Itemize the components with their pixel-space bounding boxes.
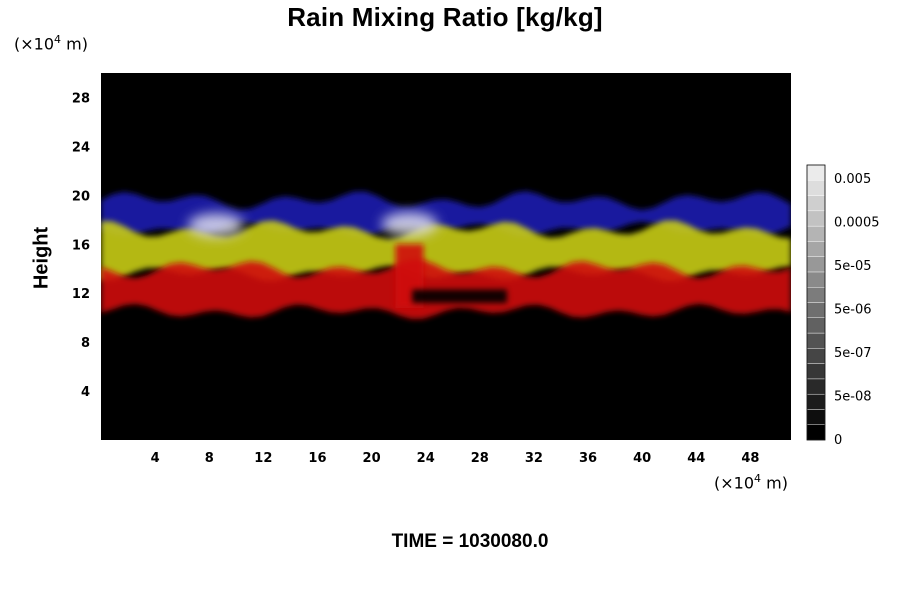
chart-title: Rain Mixing Ratio [kg/kg] [287, 2, 603, 32]
x-tick-label: 24 [417, 451, 435, 466]
x-tick-label: 32 [525, 451, 543, 466]
x-tick-label: 28 [471, 451, 489, 466]
colorbar-cell [806, 195, 826, 212]
colorbar-cell [806, 363, 826, 380]
colorbar-cell [806, 287, 826, 303]
x-axis: 4 8 12 16 20 24 28 32 36 40 44 48 [151, 451, 760, 466]
colorbar-label: 5e-07 [834, 346, 872, 361]
colorbar-cell [806, 225, 826, 242]
x-tick-label: 20 [363, 451, 381, 466]
x-axis-unit: (×104 m) [714, 472, 788, 493]
colorbar-cell [806, 317, 826, 334]
colorbar-cell [806, 332, 826, 349]
x-tick-label: 44 [687, 451, 705, 466]
colorbar-cell [806, 378, 826, 395]
time-label: TIME = 1030080.0 [391, 531, 549, 552]
colorbar-frame [806, 164, 826, 441]
colorbar-cell [806, 271, 826, 288]
x-tick-label: 48 [741, 451, 759, 466]
x-tick-label: 16 [308, 451, 326, 466]
colorbar-cell [806, 348, 826, 364]
colorbar-cell [806, 409, 826, 425]
y-tick-label: 28 [72, 91, 90, 106]
colorbar-cell [806, 180, 826, 196]
y-axis-unit: (×104 m) [14, 33, 88, 54]
colorbar-cell [806, 256, 826, 273]
rain-band-middle [101, 220, 791, 282]
y-tick-label: 12 [72, 287, 90, 302]
x-tick-label: 12 [254, 451, 272, 466]
colorbar-label: 5e-05 [834, 259, 872, 274]
rain-field [101, 191, 791, 319]
colorbar-cell [806, 424, 826, 441]
colorbar-label: 0 [834, 433, 842, 448]
colorbar-cell [806, 302, 826, 318]
x-tick-label: 4 [151, 451, 160, 466]
x-tick-label: 8 [205, 451, 214, 466]
colorbar-label: 0.0005 [834, 216, 880, 231]
colorbar-cell [806, 164, 826, 181]
y-tick-label: 20 [72, 189, 90, 204]
y-tick-label: 16 [72, 238, 90, 253]
dry-gap [412, 289, 507, 303]
y-axis: 4 8 12 16 20 24 28 [72, 91, 90, 400]
y-tick-label: 24 [72, 140, 90, 155]
rain-band-lower [101, 259, 791, 319]
colorbar-cell [806, 210, 826, 227]
colorbar-cell [806, 241, 826, 257]
y-tick-label: 8 [81, 336, 90, 351]
x-tick-label: 40 [633, 451, 651, 466]
colorbar-cell [806, 393, 826, 410]
colorbar-label: 5e-08 [834, 390, 872, 405]
x-tick-label: 36 [579, 451, 597, 466]
convective-core [381, 212, 438, 237]
y-tick-label: 4 [81, 385, 90, 400]
colorbar-label: 5e-06 [834, 303, 872, 318]
colorbar-label: 0.005 [834, 172, 871, 187]
convective-core [188, 213, 244, 238]
colorbar: 0.005 0.0005 5e-05 5e-06 5e-07 5e-08 0 [806, 164, 880, 448]
